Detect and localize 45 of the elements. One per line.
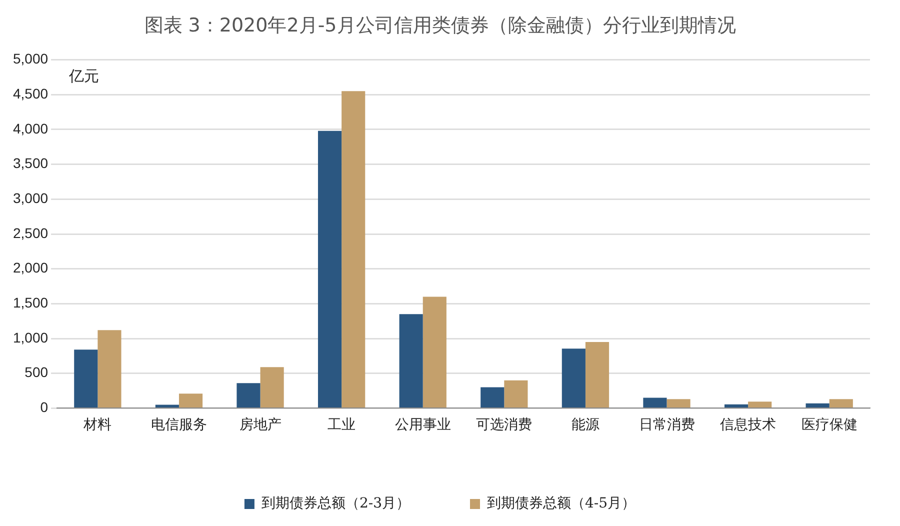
y-tick-label: 1,000 bbox=[12, 329, 48, 346]
bar bbox=[829, 399, 853, 408]
y-tick-label: 4,000 bbox=[12, 120, 48, 136]
bar bbox=[178, 394, 203, 408]
x-tick-label: 公用事业 bbox=[394, 417, 451, 434]
bar bbox=[480, 387, 504, 408]
y-tick-label: 4,500 bbox=[12, 86, 48, 102]
bar bbox=[155, 404, 179, 408]
y-tick-label: 500 bbox=[24, 364, 48, 380]
bar bbox=[585, 342, 610, 408]
x-tick-label: 信息技术 bbox=[720, 417, 776, 434]
chart-title: 图表 3：2020年2月-5月公司信用类债券（除金融债）分行业到期情况 bbox=[144, 14, 736, 36]
legend-label: 到期债券总额（4-5月） bbox=[487, 496, 636, 512]
bar bbox=[98, 330, 122, 408]
bar bbox=[666, 399, 690, 408]
y-tick-label: 3,000 bbox=[12, 190, 48, 206]
y-tick-label: 2,500 bbox=[12, 224, 48, 241]
y-axis-title: 亿元 bbox=[68, 67, 100, 86]
x-tick-label: 材料 bbox=[82, 417, 112, 434]
x-tick-label: 能源 bbox=[571, 417, 600, 434]
bar bbox=[562, 348, 586, 408]
bar bbox=[318, 130, 342, 408]
bar bbox=[806, 403, 830, 408]
y-tick-label: 0 bbox=[40, 399, 48, 416]
bar bbox=[724, 404, 748, 408]
x-tick-label: 医疗保健 bbox=[801, 417, 858, 434]
bar bbox=[74, 350, 98, 408]
legend-label: 到期债券总额（2-3月） bbox=[261, 496, 410, 512]
x-tick-label: 房地产 bbox=[239, 417, 282, 434]
x-tick-label: 电信服务 bbox=[150, 417, 207, 434]
x-tick-label: 日常消费 bbox=[638, 417, 695, 434]
bar bbox=[748, 402, 772, 408]
bar bbox=[342, 91, 366, 408]
y-tick-label: 5,000 bbox=[12, 50, 48, 67]
x-tick-label: 可选消费 bbox=[476, 417, 532, 434]
y-tick-label: 1,500 bbox=[12, 294, 48, 311]
y-tick-label: 2,000 bbox=[12, 260, 48, 276]
bar bbox=[236, 383, 260, 408]
bar bbox=[504, 380, 528, 408]
bar bbox=[422, 296, 446, 408]
bar bbox=[643, 398, 667, 408]
bar bbox=[260, 367, 284, 408]
y-tick-label: 3,500 bbox=[12, 155, 48, 172]
bar bbox=[399, 314, 423, 408]
x-tick-label: 工业 bbox=[328, 417, 356, 434]
